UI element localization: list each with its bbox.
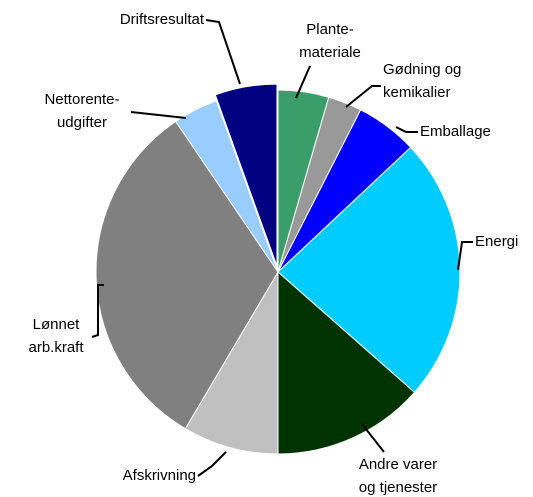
pie-slice [277, 270, 416, 455]
slice-label: Gødning og kemikalier [383, 61, 461, 101]
leader-line [91, 284, 104, 338]
pie-slice [95, 120, 279, 430]
leader-line [395, 126, 418, 133]
leader-line [345, 85, 381, 108]
slice-label: Energi [475, 233, 518, 250]
slice-label: Nettorente-udgifter [44, 91, 119, 131]
leader-line [457, 241, 473, 271]
pie-slice [175, 100, 279, 273]
leader-line [361, 423, 385, 453]
slice-label: Andre varer og tjenester [359, 456, 437, 496]
slice-label: Emballage [420, 123, 491, 140]
pie-slice [184, 270, 279, 455]
leader-line [197, 451, 227, 477]
leader-line [205, 19, 241, 85]
slice-label: Afskrivning [123, 467, 196, 484]
slice-label: Plante-materiale [299, 21, 361, 61]
leader-line [295, 65, 311, 99]
slice-label: Lønnet arb.kraft [28, 316, 84, 356]
pie-slice [214, 83, 278, 267]
pie-slice [277, 146, 461, 394]
slice-label: Driftsresultat [120, 11, 205, 28]
leader-line [130, 111, 187, 119]
